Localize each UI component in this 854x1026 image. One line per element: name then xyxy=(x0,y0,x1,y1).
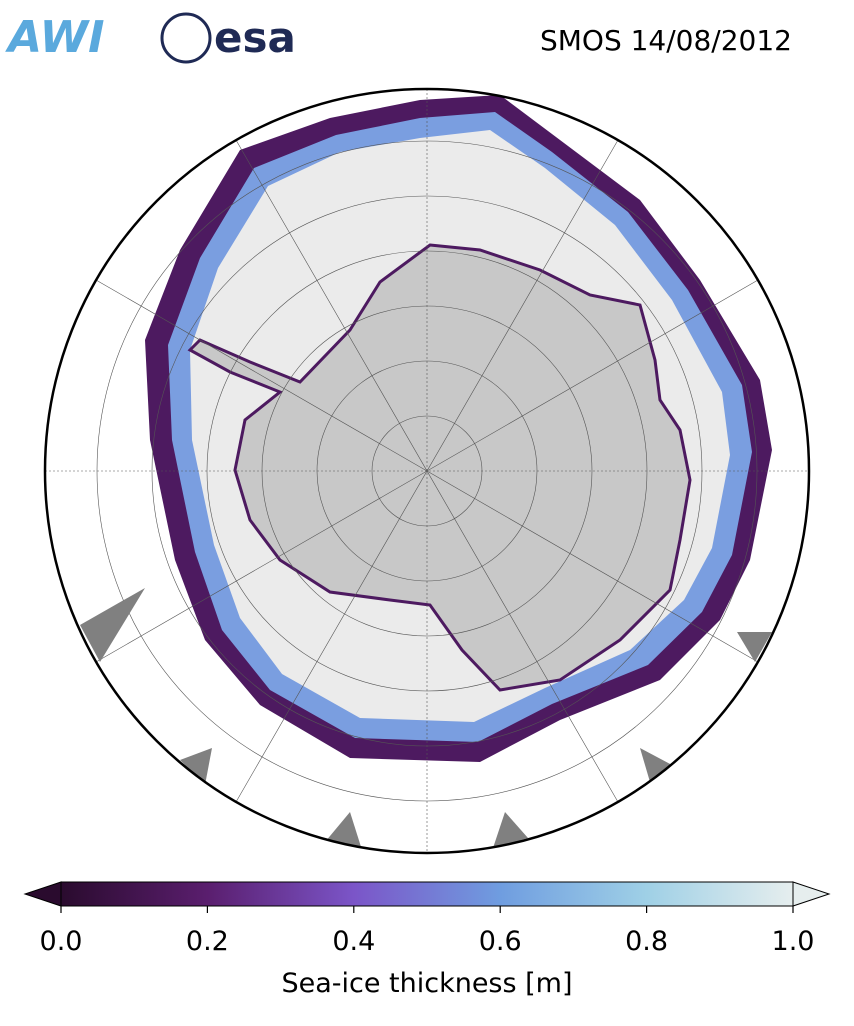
awi-logo: AWI xyxy=(5,12,105,63)
colorbar-label: Sea-ice thickness [m] xyxy=(281,968,572,999)
colorbar-extend-high xyxy=(792,881,831,907)
graticule xyxy=(45,89,809,853)
colorbar-ramp xyxy=(60,881,794,907)
colorbar-extend-low xyxy=(23,881,62,907)
colorbar-tick-label: 0.8 xyxy=(625,926,668,957)
colorbar-tick-label: 0.0 xyxy=(40,926,83,957)
colorbar-tick-label: 0.2 xyxy=(186,926,229,957)
map-title: SMOS 14/08/2012 xyxy=(540,24,792,57)
no-data-wedges xyxy=(80,588,772,850)
colorbar-tick-label: 1.0 xyxy=(772,926,815,957)
esa-logo: esa xyxy=(214,13,296,62)
map xyxy=(45,89,809,853)
colorbar-tick-label: 0.4 xyxy=(332,926,375,957)
colorbar-tick-label: 0.6 xyxy=(479,926,522,957)
map-boundary xyxy=(43,87,811,855)
colorbar: 0.0 0.2 0.4 0.6 0.8 1.0 xyxy=(23,881,831,957)
esa-emblem xyxy=(160,12,212,64)
